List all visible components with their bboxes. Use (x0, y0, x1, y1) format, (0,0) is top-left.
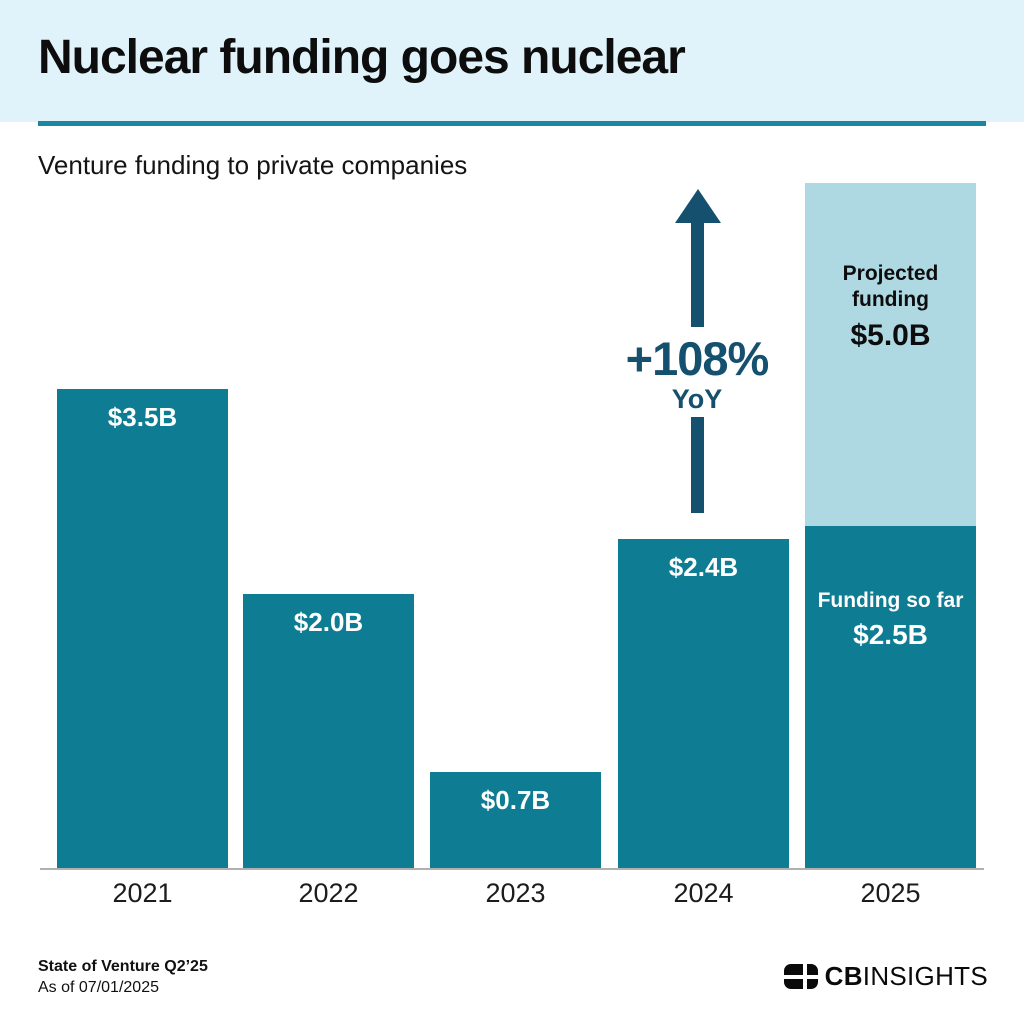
bar-2025: Projected funding $5.0B Funding so far $… (805, 183, 976, 868)
cbinsights-logo-icon (783, 964, 818, 989)
bar-2022: $2.0B (243, 594, 414, 868)
bar-value-label-2022: $2.0B (293, 607, 364, 637)
cbinsights-logo: CBINSIGHTS (783, 961, 988, 992)
x-tick-2025: 2025 (860, 878, 921, 908)
x-tick-2023: 2023 (485, 878, 546, 908)
header-band (0, 0, 1024, 122)
x-axis-line (40, 868, 984, 870)
projected-funding-label: Projected funding (842, 262, 939, 312)
source-title: State of Venture Q2’25 (38, 958, 208, 975)
header-divider (38, 121, 986, 126)
bar-2023: $0.7B (430, 772, 601, 868)
x-tick-2024: 2024 (673, 878, 734, 908)
bar-value-label-2021: $3.5B (107, 401, 178, 432)
x-tick-2021: 2021 (112, 878, 173, 908)
chart-subtitle: Venture funding to private companies (38, 150, 468, 180)
cbinsights-logo-text: CBINSIGHTS (825, 961, 988, 992)
bar-2025-actual-segment: Funding so far $2.5B (805, 525, 976, 868)
bar-value-label-2024: $2.4B (668, 552, 739, 583)
funding-so-far-value: $2.5B (853, 618, 928, 650)
bar-2024: $2.4B (618, 539, 789, 868)
logo-cb: CB (824, 961, 863, 991)
source-date: As of 07/01/2025 (38, 978, 159, 996)
source-note: State of Venture Q2’25 As of 07/01/2025 (38, 957, 208, 999)
logo-insights: INSIGHTS (862, 961, 988, 991)
bar-chart: $3.5B $2.0B $0.7B $2.4B Projected fundin… (0, 183, 1024, 870)
bar-2025-projected-segment: Projected funding $5.0B (805, 183, 976, 526)
bar-value-label-2023: $0.7B (480, 785, 551, 816)
projected-funding-value: $5.0B (850, 318, 931, 352)
bar-2021: $3.5B (57, 388, 228, 868)
x-tick-2022: 2022 (298, 878, 359, 908)
funding-so-far-label: Funding so far (817, 588, 964, 612)
page-title: Nuclear funding goes nuclear (38, 31, 686, 84)
